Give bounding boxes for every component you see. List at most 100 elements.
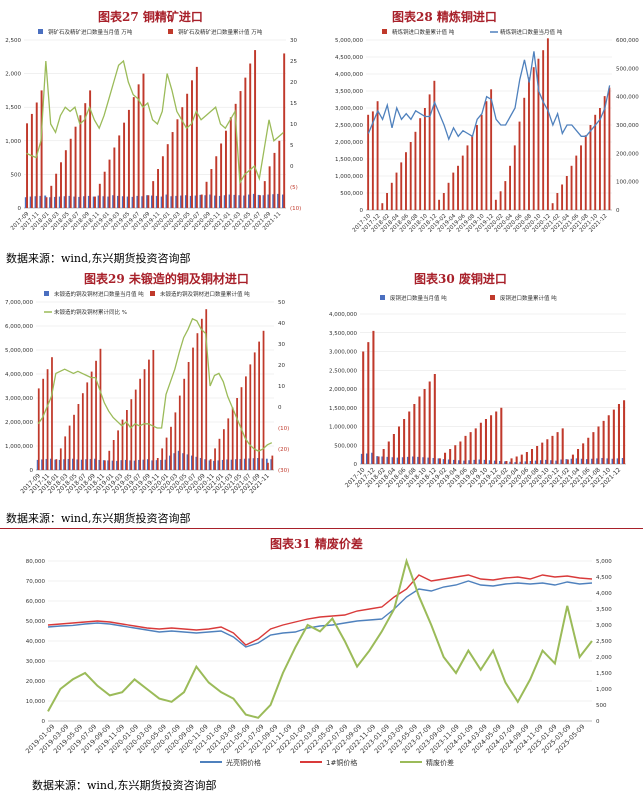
legend-swatch [168,29,173,34]
bar [371,111,374,210]
y-left-tick-label: 40,000 [26,639,46,645]
bar [138,459,140,470]
bar [55,173,58,208]
bar [26,123,29,208]
bar [371,452,374,464]
bar [60,162,62,208]
bar [199,458,202,470]
bar [160,196,163,208]
bar [537,58,540,211]
bar [165,437,168,470]
bar [68,425,71,470]
bar [214,195,217,208]
bar [218,195,221,208]
bar [143,369,146,470]
bar [170,196,173,208]
bar [413,404,416,464]
legend-label: 精炼铜进口数量当月值 吨 [500,28,563,36]
bar [570,458,573,464]
bar [45,197,48,208]
bar [499,191,502,210]
bar [113,147,116,208]
y-right-tick-label: 15 [290,101,297,107]
bar [542,50,545,211]
bar [461,155,464,210]
bar [217,460,220,470]
bar [428,381,431,464]
bar [238,195,241,208]
bar [146,459,149,470]
bar [205,181,208,208]
bar [387,441,390,464]
bar [265,458,268,470]
y-right-tick-label: 25 [290,59,297,65]
bar [597,426,600,464]
bar [84,103,87,208]
y-right-tick-label: 30 [278,342,285,348]
bar [226,459,229,470]
bar [253,352,256,470]
bar [608,87,611,210]
bar [53,196,56,208]
bar [180,195,183,208]
bar [108,450,111,470]
bar [133,460,136,470]
bar [510,458,513,464]
y-left-tick-label: 2,000 [5,72,21,78]
bar [199,194,202,208]
y-left-tick-label: 4,000,000 [329,312,357,318]
y-left-tick-label: 0 [42,719,46,725]
bar [46,369,49,470]
bar [432,458,435,464]
bar [127,109,130,208]
bar [98,183,101,208]
bar [273,152,276,208]
bar [137,84,140,208]
bar [409,142,412,210]
series-line [367,51,611,142]
bar [131,196,134,208]
y-right-tick-label: 50 [278,300,285,306]
bar [447,459,450,464]
y-left-tick-label: 3,000,000 [5,396,33,402]
y-left-tick-label: 20,000 [26,679,46,685]
y-left-tick-label: 2,500,000 [329,368,357,374]
bar [227,418,230,470]
bar [392,434,395,464]
legend-label: 铜矿石及精矿进口数量当月值 万吨 [48,28,133,36]
bar [480,114,483,210]
bar [395,172,398,210]
bar [623,400,626,464]
bar [377,456,380,464]
legend-swatch [380,295,385,300]
bar [277,193,280,208]
bar [49,458,52,470]
bar [541,442,544,464]
bar [513,145,516,210]
bar [252,193,255,208]
bar [141,196,144,208]
chart-31-title: 图表31 精废价差 [270,537,363,551]
y-left-tick-label: 1,000,000 [335,174,363,180]
bar [499,461,502,464]
bar [73,196,76,208]
bar [505,461,508,464]
y-left-tick-label: 1,500,000 [335,157,363,163]
bar [55,459,58,470]
bar [121,196,124,208]
bar [580,458,583,464]
bar [592,432,595,464]
bar [209,194,212,208]
bar [157,169,160,208]
bar [142,73,145,208]
bar [262,330,265,470]
bar [132,97,135,208]
bar [254,50,257,208]
bar [367,114,370,210]
bar [621,458,624,464]
legend-swatch [44,291,49,296]
bar [40,90,43,208]
bar [112,195,115,208]
bar [479,422,482,464]
bar [475,125,478,210]
